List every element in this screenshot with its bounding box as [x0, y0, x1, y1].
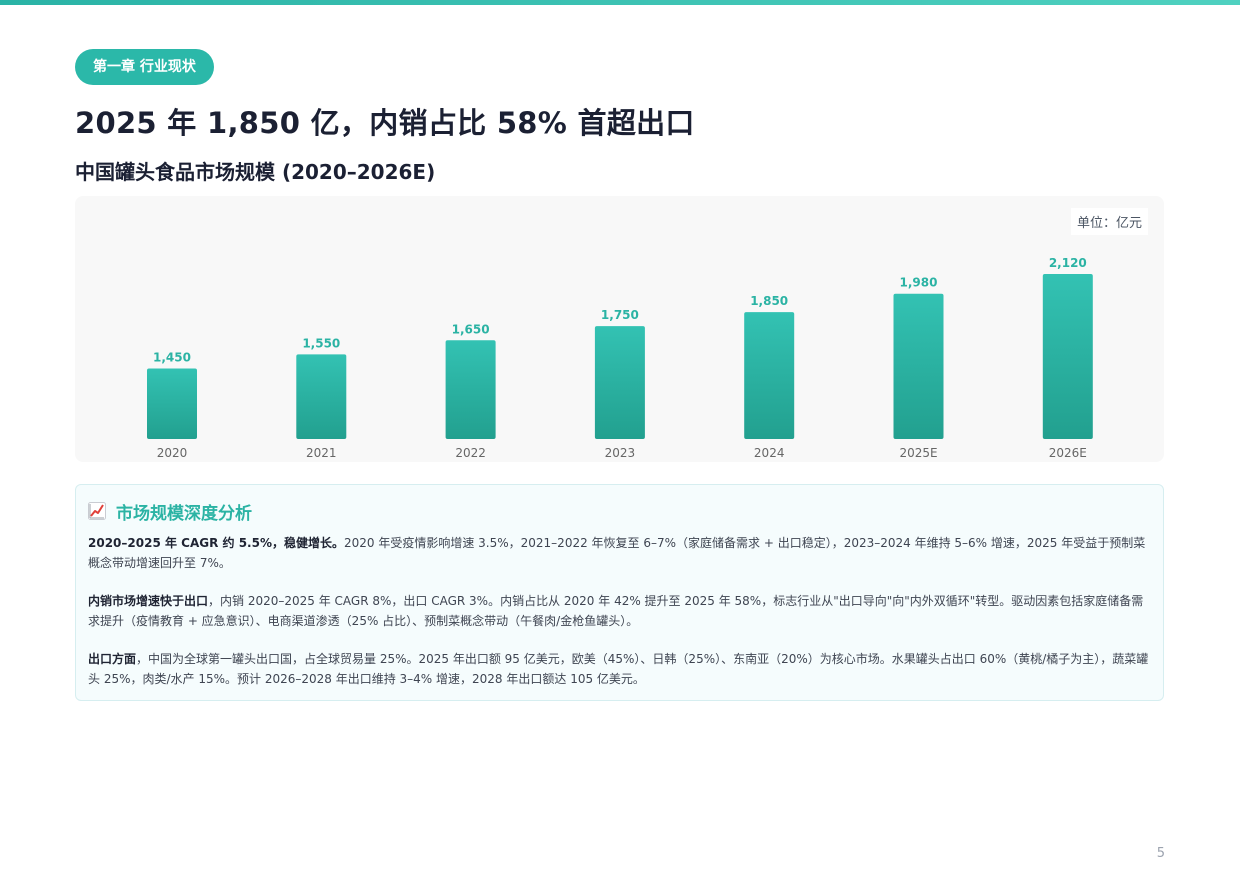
x-tick-label-2021: 2021 — [306, 446, 337, 460]
chart-trend-icon — [88, 502, 106, 520]
top-accent-bar — [0, 0, 1240, 5]
analysis-paragraph-domestic: 内销市场增速快于出口，内销 2020–2025 年 CAGR 8%，出口 CAG… — [88, 591, 1150, 631]
paragraph-lead: 2020–2025 年 CAGR 约 5.5%，稳健增长。 — [88, 536, 344, 550]
analysis-paragraph-export: 出口方面，中国为全球第一罐头出口国，占全球贸易量 25%。2025 年出口额 9… — [88, 649, 1150, 689]
paragraph-lead: 出口方面 — [88, 652, 137, 666]
analysis-header: 市场规模深度分析 — [88, 499, 252, 524]
chart-card: 1,450 2020 1,550 2021 1,650 2022 1,750 2023 1,85… — [75, 196, 1164, 462]
bar-2025E — [893, 293, 944, 439]
x-tick-label-2025E: 2025E — [899, 446, 937, 460]
paragraph-body: 2020 年受疫情影响增速 3.5%，2021–2022 年恢复至 6–7%（家… — [88, 536, 1146, 570]
x-tick-label-2022: 2022 — [455, 446, 486, 460]
paragraph-lead: 内销市场增速快于出口 — [88, 594, 209, 608]
analysis-paragraph-cagr: 2020–2025 年 CAGR 约 5.5%，稳健增长。2020 年受疫情影响… — [88, 533, 1150, 573]
x-tick-label-2026E: 2026E — [1049, 446, 1087, 460]
x-tick-label-2020: 2020 — [157, 446, 188, 460]
value-label-2023: 1,750 — [601, 308, 639, 322]
unit-label: 单位：亿元 — [1070, 208, 1148, 235]
bar-2023 — [594, 326, 645, 439]
paragraph-body: ，中国为全球第一罐头出口国，占全球贸易量 25%。2025 年出口额 95 亿美… — [88, 652, 1149, 686]
value-label-2020: 1,450 — [153, 350, 191, 364]
bar-2026E — [1042, 274, 1093, 439]
analysis-box: 市场规模深度分析 2020–2025 年 CAGR 约 5.5%，稳健增长。20… — [75, 484, 1164, 701]
paragraph-body: ，内销 2020–2025 年 CAGR 8%，出口 CAGR 3%。内销占比从… — [88, 594, 1144, 628]
value-label-2026E: 2,120 — [1049, 256, 1087, 270]
analysis-title: 市场规模深度分析 — [116, 503, 252, 524]
bar-2022 — [445, 340, 496, 439]
bar-2020 — [147, 368, 197, 439]
x-tick-label-2024: 2024 — [754, 446, 785, 460]
value-label-2021: 1,550 — [302, 336, 340, 350]
chapter-badge: 第一章 行业现状 — [75, 49, 214, 85]
x-tick-label-2023: 2023 — [605, 446, 636, 460]
bar-chart: 1,450 2020 1,550 2021 1,650 2022 1,750 2023 1,85… — [147, 256, 1093, 460]
bar-2024 — [744, 312, 795, 439]
page-title: 2025 年 1,850 亿，内销占比 58% 首超出口 — [75, 106, 695, 140]
value-label-2024: 1,850 — [750, 294, 788, 308]
bar-2021 — [296, 354, 347, 439]
chart-title: 中国罐头食品市场规模 (2020–2026E) — [75, 160, 436, 184]
value-label-2025E: 1,980 — [900, 276, 938, 290]
value-label-2022: 1,650 — [452, 322, 490, 336]
page-number: 5 — [1156, 846, 1165, 861]
